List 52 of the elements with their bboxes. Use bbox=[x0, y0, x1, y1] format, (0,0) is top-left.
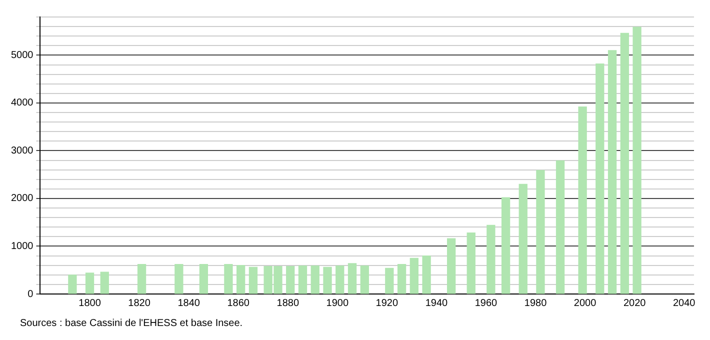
y-tick-label: 0 bbox=[28, 288, 34, 300]
x-tick-label: 2040 bbox=[672, 298, 696, 309]
x-tick-label: 2020 bbox=[623, 298, 646, 309]
bar bbox=[422, 255, 431, 294]
bar bbox=[224, 264, 233, 294]
bar bbox=[556, 160, 565, 294]
bar bbox=[360, 265, 369, 294]
x-tick-label: 1840 bbox=[178, 298, 200, 309]
x-tick-label: 1900 bbox=[326, 298, 349, 309]
bar bbox=[632, 26, 642, 294]
bar bbox=[446, 238, 456, 294]
bar bbox=[397, 264, 406, 294]
x-tick-label: 1980 bbox=[524, 298, 548, 309]
bar bbox=[298, 265, 308, 294]
y-tick-label: 4000 bbox=[10, 98, 34, 109]
bar bbox=[137, 264, 146, 294]
x-tick-label: 2000 bbox=[574, 298, 597, 309]
bar bbox=[310, 265, 320, 294]
bar bbox=[348, 263, 357, 294]
x-tick-label: 1920 bbox=[376, 298, 398, 309]
bar bbox=[518, 184, 528, 294]
x-tick-label: 1820 bbox=[128, 298, 151, 309]
x-tick-label: 1880 bbox=[276, 298, 300, 309]
bar bbox=[486, 224, 496, 294]
y-tick-label: 3000 bbox=[10, 145, 34, 156]
bar bbox=[336, 265, 344, 294]
bar bbox=[286, 266, 295, 294]
bar bbox=[85, 272, 94, 294]
bar bbox=[248, 266, 258, 294]
bar bbox=[323, 266, 332, 294]
bar bbox=[174, 264, 184, 294]
bar bbox=[578, 106, 587, 294]
y-tick-label: 1000 bbox=[10, 240, 34, 252]
bar bbox=[68, 274, 77, 294]
y-tick-label: 2000 bbox=[10, 193, 34, 204]
source-note: Sources : base Cassini de l'EHESS et base Insee. bbox=[20, 318, 243, 329]
bar bbox=[596, 63, 604, 294]
x-tick-label: 1800 bbox=[78, 298, 102, 309]
bar bbox=[236, 265, 246, 294]
bar bbox=[199, 264, 208, 294]
x-tick-label: 1960 bbox=[474, 298, 498, 309]
bar bbox=[100, 272, 109, 294]
bar bbox=[410, 258, 419, 294]
x-tick-label: 1940 bbox=[425, 298, 448, 309]
bar bbox=[466, 232, 476, 294]
bar bbox=[536, 170, 545, 294]
bar bbox=[620, 32, 629, 294]
bar bbox=[501, 197, 510, 294]
bar bbox=[608, 50, 617, 294]
y-tick-label: 5000 bbox=[10, 50, 34, 61]
bar bbox=[385, 268, 394, 294]
x-tick-label: 1860 bbox=[227, 298, 250, 309]
